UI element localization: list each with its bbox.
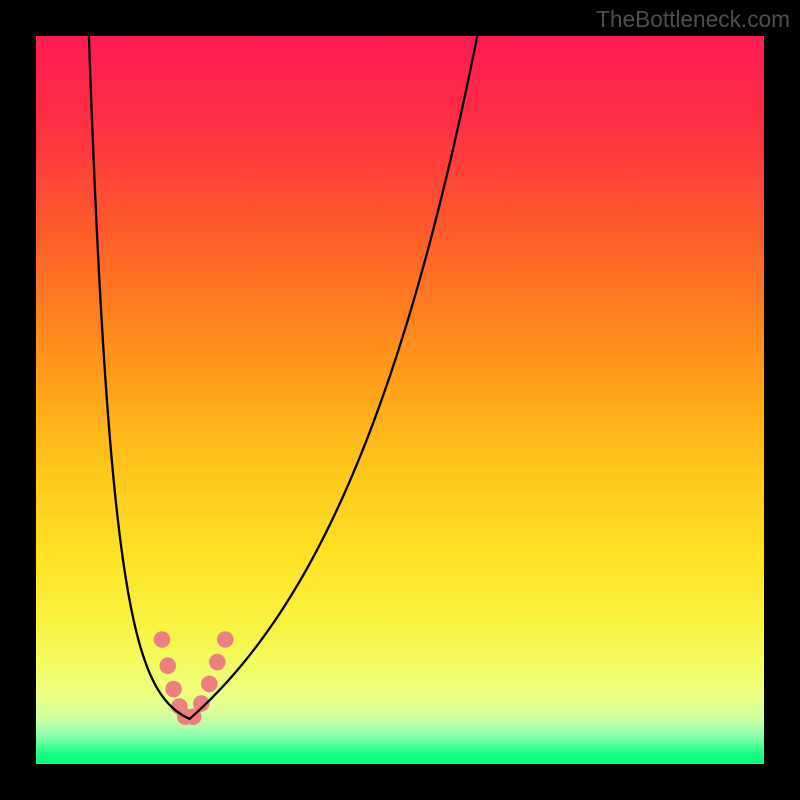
valley-marker — [201, 676, 218, 693]
valley-marker — [159, 657, 176, 674]
gradient-background — [36, 36, 764, 764]
plot-area — [36, 36, 764, 764]
valley-marker — [209, 654, 226, 671]
valley-marker — [217, 631, 234, 648]
valley-marker — [165, 681, 182, 698]
chart-stage: TheBottleneck.com — [0, 0, 800, 800]
watermark-text: TheBottleneck.com — [596, 6, 790, 33]
valley-marker — [154, 631, 171, 648]
chart-svg — [36, 36, 764, 764]
